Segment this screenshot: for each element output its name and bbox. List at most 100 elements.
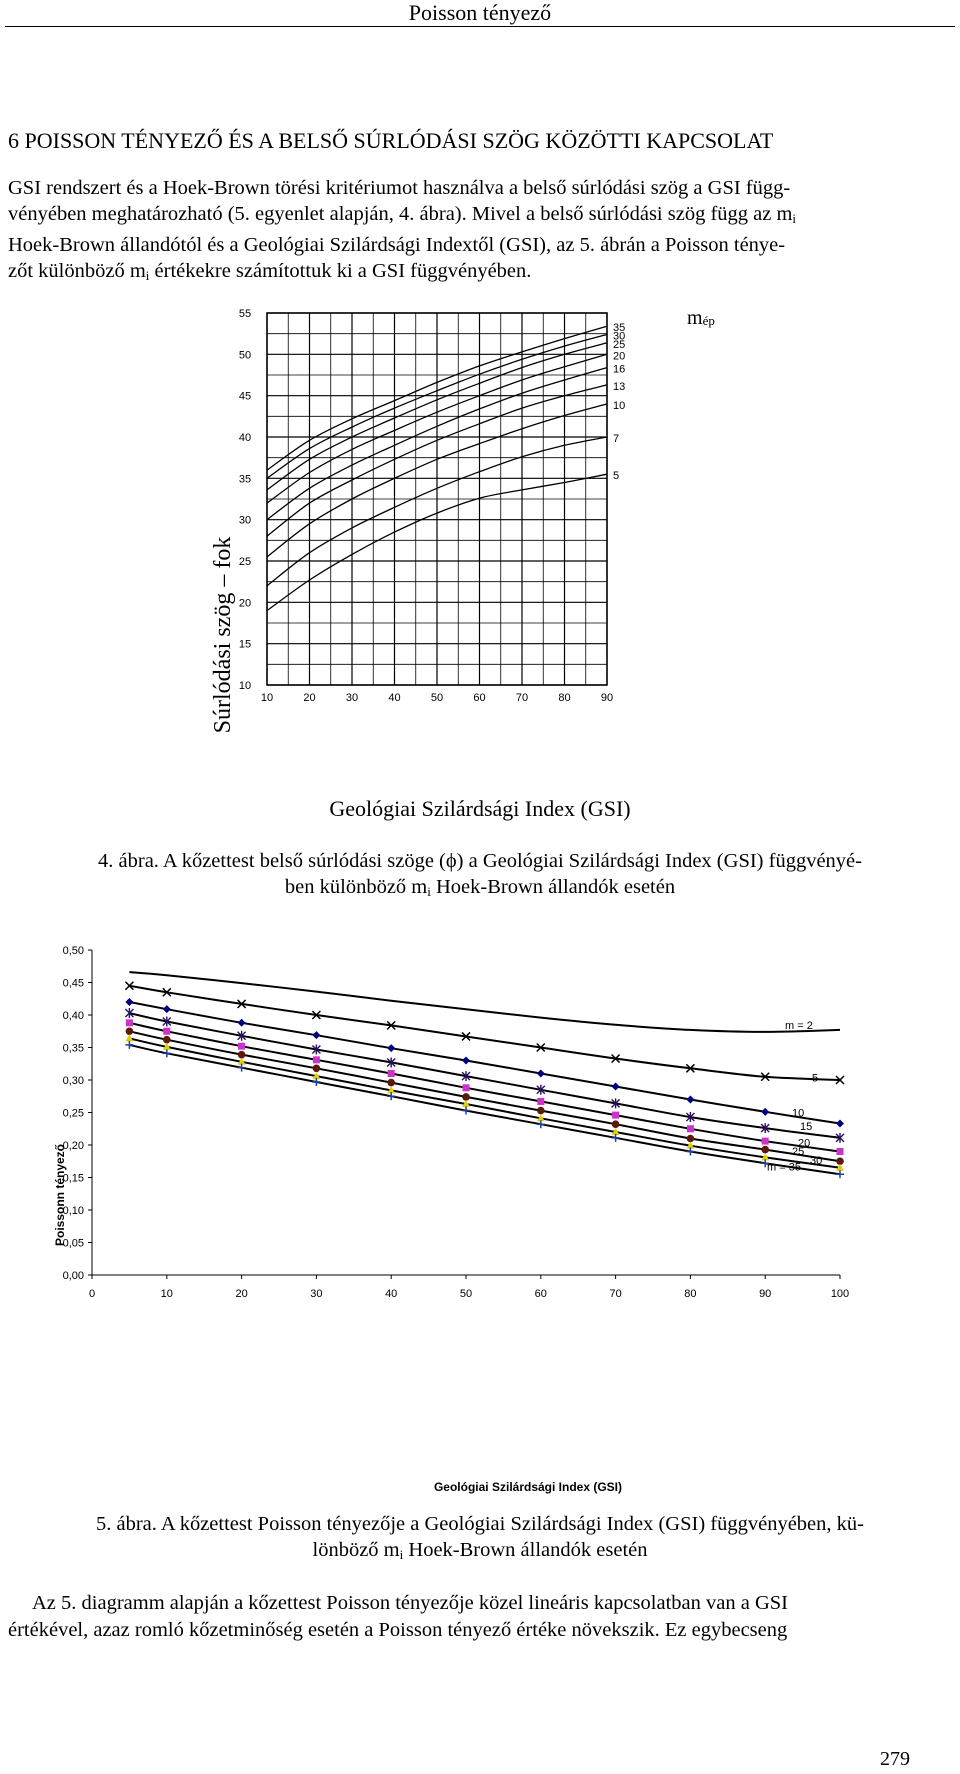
caption4-line1: 4. ábra. A kőzettest belső súrlódási szö… <box>98 850 862 872</box>
data-point-marker <box>461 1031 471 1041</box>
data-point-marker <box>125 1019 133 1027</box>
data-point-marker <box>836 1119 844 1128</box>
chart2-y-axis-label: Poissonn tényező <box>53 1144 67 1246</box>
data-point-marker <box>312 1072 321 1080</box>
y-tick-label: 0,15 <box>63 1173 84 1185</box>
data-point-marker <box>461 1071 471 1082</box>
friction-angle-curve <box>266 403 608 558</box>
x-tick-label: 100 <box>831 1288 849 1300</box>
friction-angle-curve <box>266 333 608 479</box>
data-point-marker <box>611 1128 620 1135</box>
curve-label: 30 <box>613 330 625 342</box>
chart1-x-axis-label: Geológiai Szilárdsági Index (GSI) <box>329 796 630 821</box>
x-tick-label: 60 <box>473 692 485 704</box>
data-point-marker <box>836 1157 844 1166</box>
curve-label: 5 <box>613 470 619 482</box>
data-point-marker <box>125 998 134 1006</box>
data-point-marker <box>163 1027 171 1035</box>
data-point-marker <box>760 1072 770 1082</box>
chart1-y-axis-label: Súrlódási szög – fok <box>210 537 236 734</box>
y-tick-label: 20 <box>239 597 251 609</box>
data-point-marker <box>686 1125 694 1133</box>
y-tick-label: 0,10 <box>63 1205 84 1217</box>
y-tick-label: 0,45 <box>63 978 84 990</box>
data-point-marker <box>124 1008 134 1019</box>
data-point-marker <box>312 1031 321 1040</box>
data-point-marker <box>125 1027 134 1036</box>
curve-label: 10 <box>613 400 625 412</box>
y-tick-label: 0,50 <box>63 945 84 957</box>
x-tick-label: 20 <box>235 1288 247 1300</box>
data-point-marker <box>761 1153 770 1161</box>
data-point-marker <box>162 1049 171 1058</box>
data-point-marker <box>462 1056 470 1065</box>
y-tick-label: 55 <box>239 308 251 320</box>
y-tick-label: 45 <box>239 391 251 403</box>
data-point-marker <box>686 1141 695 1149</box>
data-point-marker <box>237 1063 246 1072</box>
y-tick-label: 10 <box>239 680 251 692</box>
curve-label: 25 <box>792 1146 804 1158</box>
data-point-marker <box>237 1050 246 1059</box>
y-tick-label: 0,05 <box>63 1238 84 1250</box>
curve-label: 20 <box>798 1137 810 1149</box>
header-rule <box>5 26 955 27</box>
data-point-marker <box>162 1042 171 1050</box>
data-point-marker <box>163 1035 171 1044</box>
data-point-marker <box>536 1069 545 1078</box>
curve-label: m = 35 <box>767 1161 801 1173</box>
figure-4-caption: 4. ábra. A kőzettest belső súrlódási szö… <box>30 848 930 905</box>
x-tick-label: 10 <box>161 1288 173 1300</box>
data-point-marker <box>125 1040 134 1049</box>
x-tick-label: 70 <box>609 1288 621 1300</box>
curve-label: 15 <box>800 1121 812 1133</box>
data-point-marker <box>387 1070 395 1077</box>
section-heading: 6 POISSON TÉNYEZŐ ÉS A BELSŐ SÚRLÓDÁSI S… <box>8 128 774 153</box>
data-point-marker <box>386 1020 396 1030</box>
data-point-marker <box>611 1133 620 1142</box>
para2-line1: Az 5. diagramm alapján a kőzettest Poiss… <box>32 1592 788 1614</box>
data-point-marker <box>462 1106 470 1115</box>
friction-angle-curve <box>266 342 608 491</box>
data-point-marker <box>237 1057 246 1065</box>
data-point-marker <box>462 1100 470 1108</box>
paragraph-conclusion: Az 5. diagramm alapján a kőzettest Poiss… <box>8 1590 948 1644</box>
data-point-marker <box>686 1134 695 1143</box>
poisson-curve <box>129 1037 841 1169</box>
data-point-marker <box>311 1010 321 1020</box>
figure-5-caption: 5. ábra. A kőzettest Poisson tényezője a… <box>30 1511 930 1568</box>
curve-label: 25 <box>613 339 625 351</box>
caption4-line2: ben különböző mi Hoek-Brown állandók ese… <box>284 876 676 899</box>
paragraph-intro: GSI rendszert és a Hoek-Brown törési kri… <box>8 175 948 289</box>
data-point-marker <box>387 1092 396 1101</box>
data-point-marker <box>238 1042 246 1050</box>
data-point-marker <box>536 1042 546 1053</box>
poisson-curve <box>129 1001 841 1125</box>
para1-line2: vényében meghatározható (5. egyenlet ala… <box>8 203 797 226</box>
y-tick-label: 0,40 <box>63 1010 84 1022</box>
y-tick-label: 0,00 <box>63 1270 84 1282</box>
data-point-marker <box>686 1095 695 1104</box>
friction-angle-curve <box>266 436 608 587</box>
data-point-marker <box>536 1120 545 1129</box>
x-tick-label: 30 <box>346 692 358 704</box>
curve-label: 7 <box>613 433 619 445</box>
data-point-marker <box>387 1086 396 1094</box>
data-point-marker <box>835 1075 845 1085</box>
x-tick-label: 70 <box>516 692 528 704</box>
x-tick-label: 0 <box>89 1288 95 1300</box>
data-point-marker <box>761 1159 770 1168</box>
x-tick-label: 80 <box>684 1288 696 1300</box>
data-point-marker <box>387 1078 396 1087</box>
data-point-marker <box>312 1064 321 1073</box>
data-point-marker <box>685 1063 695 1073</box>
caption5-line1: 5. ábra. A kőzettest Poisson tényezője a… <box>96 1513 864 1535</box>
friction-angle-curve <box>266 325 608 471</box>
curve-label: 16 <box>613 364 625 376</box>
data-point-marker <box>462 1084 470 1092</box>
data-point-marker <box>237 999 247 1009</box>
chart2-x-axis-label: Geológiai Szilárdsági Index (GSI) <box>434 1480 622 1494</box>
data-point-marker <box>124 981 134 991</box>
friction-angle-curve <box>266 473 608 612</box>
